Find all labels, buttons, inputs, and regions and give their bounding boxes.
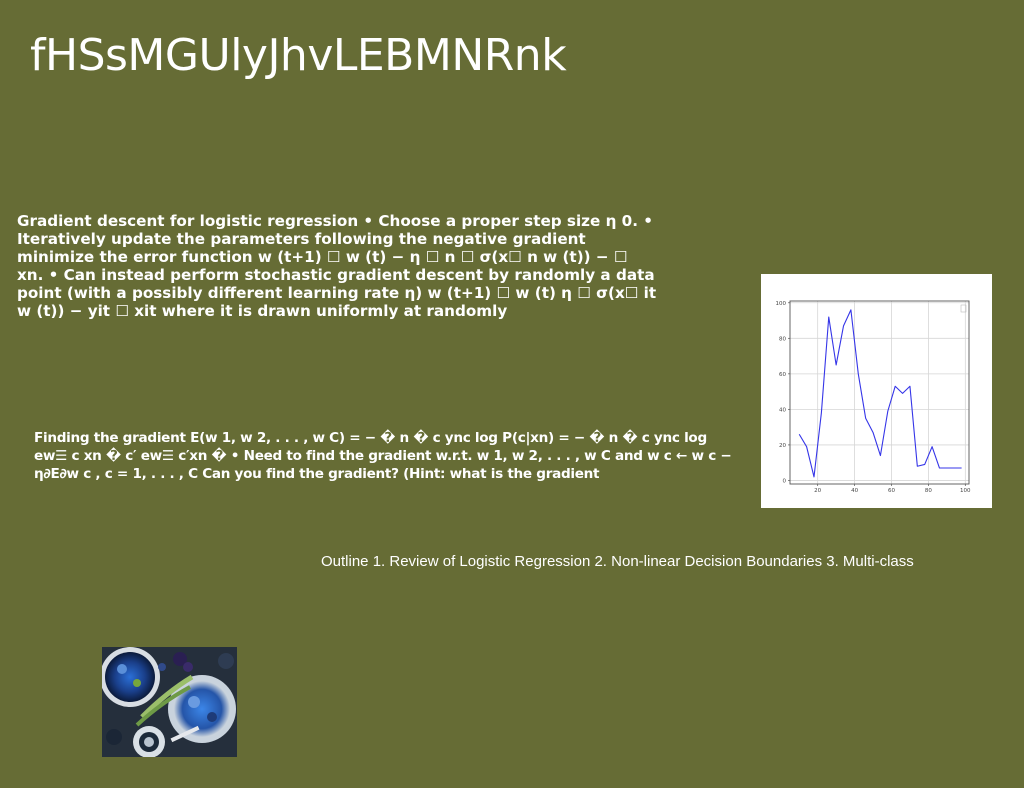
y-tick-label: 20	[779, 443, 786, 449]
y-tick-label: 100	[776, 301, 787, 307]
line-chart-svg: 0 20 40 60 80 100 20 40 60 80 100	[776, 300, 971, 494]
outline-text: Outline 1. Review of Logistic Regression…	[321, 553, 914, 570]
food-bowls-photo	[102, 647, 237, 757]
food-bowls-image	[102, 647, 237, 757]
y-tick-label: 60	[779, 372, 786, 378]
plot-frame	[789, 300, 970, 485]
slide-title: fHSsMGUlyJhvLEBMNRnk	[30, 30, 567, 81]
finding-gradient-paragraph: Finding the gradient E(w 1, w 2, . . . ,…	[34, 430, 732, 482]
line-chart: 0 20 40 60 80 100 20 40 60 80 100	[761, 274, 992, 508]
x-tick-label: 80	[925, 488, 932, 494]
gradient-descent-paragraph: Gradient descent for logistic regression…	[17, 212, 657, 320]
x-tick-label: 20	[814, 488, 821, 494]
x-tick-label: 60	[888, 488, 895, 494]
legend-box	[960, 304, 967, 313]
x-tick-label: 100	[960, 488, 971, 494]
y-tick-label: 80	[779, 336, 786, 342]
y-tick-label: 0	[783, 478, 787, 484]
x-tick-label: 40	[851, 488, 858, 494]
series-line	[798, 309, 962, 478]
y-tick-label: 40	[779, 407, 786, 413]
